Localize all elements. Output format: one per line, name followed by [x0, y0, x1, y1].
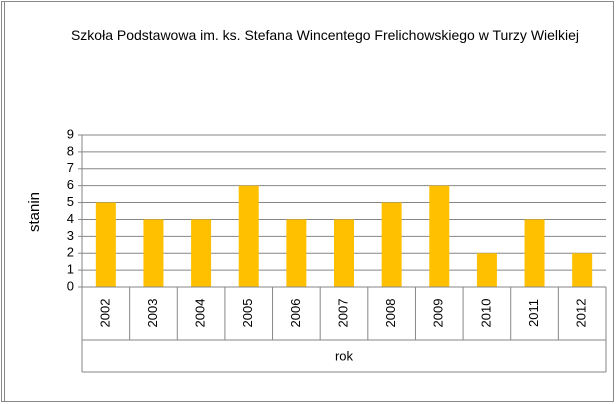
y-tick-label: 7	[67, 160, 74, 175]
y-tick-label: 8	[67, 143, 74, 158]
y-tick-label: 3	[67, 228, 74, 243]
bar	[524, 219, 545, 287]
y-tick-label: 0	[67, 278, 74, 293]
y-tick-label: 2	[67, 245, 74, 260]
y-tick-label: 9	[67, 126, 74, 141]
y-tick-label: 1	[67, 262, 74, 277]
bar	[476, 253, 497, 287]
x-tick-label: 2009	[431, 299, 446, 328]
x-tick-label: 2005	[240, 299, 255, 328]
bar	[143, 219, 164, 287]
x-tick-label: 2007	[335, 299, 350, 328]
x-tick-label: 2011	[526, 299, 541, 327]
y-tick-label: 6	[67, 177, 74, 192]
y-tick-label: 5	[67, 194, 74, 209]
x-tick-label: 2004	[193, 299, 208, 328]
x-axis-label: rok	[335, 348, 354, 363]
bar	[381, 202, 402, 287]
bar	[238, 185, 259, 287]
x-tick-label: 2008	[383, 299, 398, 328]
bar	[286, 219, 307, 287]
y-axis-label: stanin	[26, 192, 43, 232]
x-tick-label: 2006	[288, 299, 303, 328]
x-tick-label: 2002	[97, 299, 112, 328]
chart-title: Szkoła Podstawowa im. ks. Stefana Wincen…	[70, 27, 580, 43]
bar	[333, 219, 355, 287]
bar	[572, 253, 593, 287]
y-tick-label: 4	[67, 211, 74, 226]
x-tick-label: 2012	[574, 299, 589, 328]
bar	[95, 202, 116, 287]
x-tick-label: 2010	[478, 299, 493, 328]
bar	[429, 185, 450, 287]
bar	[191, 219, 212, 287]
x-tick-label: 2003	[145, 299, 160, 328]
